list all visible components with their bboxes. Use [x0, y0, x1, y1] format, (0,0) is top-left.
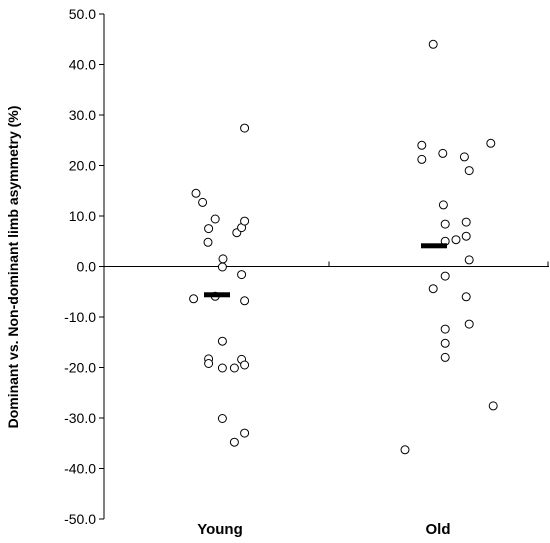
data-point [217, 414, 227, 423]
data-point [459, 152, 469, 162]
data-point [417, 154, 427, 164]
data-point [440, 352, 450, 362]
data-point [240, 216, 250, 226]
data-point [428, 284, 438, 294]
y-tick-label: -50.0 [64, 511, 96, 527]
data-point [461, 231, 471, 241]
data-point [240, 360, 250, 370]
data-point [240, 296, 250, 306]
y-tick-label: -20.0 [64, 360, 96, 376]
data-point [461, 217, 471, 227]
data-point [451, 235, 461, 245]
data-point [440, 219, 450, 229]
data-point [198, 197, 208, 207]
mean-markers [204, 243, 447, 298]
data-point [189, 294, 199, 304]
data-point [438, 200, 448, 210]
data-point [440, 338, 450, 348]
y-tick-label: 50.0 [69, 6, 96, 22]
data-point [428, 39, 438, 49]
data-point [210, 214, 220, 224]
data-point [488, 401, 498, 411]
data-point [204, 359, 214, 368]
data-point [400, 445, 410, 455]
data-point [203, 237, 213, 247]
data-point [240, 123, 250, 133]
data-point [229, 363, 239, 373]
data-point [438, 148, 448, 158]
data-point [191, 188, 201, 198]
y-tick-label: -10.0 [64, 309, 96, 325]
data-point [440, 271, 450, 281]
y-tick-label: 30.0 [69, 107, 96, 123]
data-point [217, 363, 227, 373]
data-point [237, 270, 247, 280]
mean-bar [421, 243, 447, 249]
y-ticks: 50.0 40.0 30.0 20.0 10.0 0.0 -10.0 -20.0 -30.0 -4… [64, 6, 104, 527]
data-point [218, 254, 228, 264]
category-label: Old [426, 521, 451, 538]
data-point [464, 166, 474, 176]
data-point [486, 138, 496, 148]
data-point [240, 428, 250, 438]
category-label: Young [197, 521, 243, 538]
data-point [464, 319, 474, 329]
mean-bar [204, 292, 230, 298]
data-point [217, 336, 227, 346]
y-tick-label: 20.0 [69, 158, 96, 174]
y-tick-label: 0.0 [77, 259, 97, 275]
data-point [417, 140, 427, 150]
data-point [204, 224, 214, 234]
data-point [229, 437, 239, 447]
data-point [440, 324, 450, 334]
data-point [217, 262, 227, 272]
data-points [189, 39, 498, 455]
category-labels: Young Old [197, 521, 450, 538]
y-tick-label: -30.0 [64, 410, 96, 426]
x-axis [104, 261, 549, 267]
y-tick-label: 10.0 [69, 208, 96, 224]
y-axis-title: Dominant vs. Non-dominant limb asymmetry… [5, 106, 21, 429]
data-point [461, 292, 471, 302]
y-tick-label: 40.0 [69, 57, 96, 73]
y-tick-label: -40.0 [64, 461, 96, 477]
data-point [464, 255, 474, 265]
